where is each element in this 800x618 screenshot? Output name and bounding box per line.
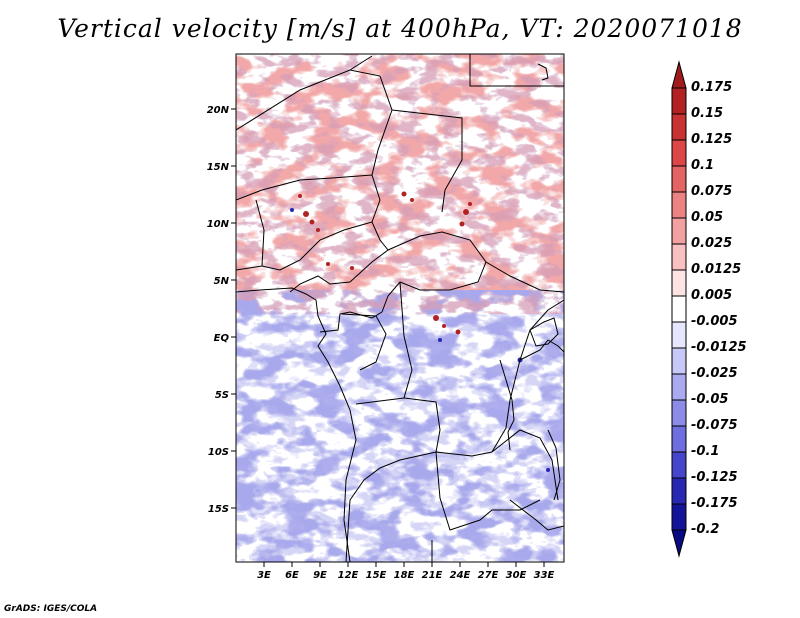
colorbar-label: 0.05 <box>691 210 724 225</box>
colorbar-label: 0.005 <box>691 288 733 303</box>
colorbar-label: -0.075 <box>691 418 738 433</box>
colorbar-label: 0.0125 <box>691 262 742 277</box>
longitude-axis: 3E 6E 9E 12E 15E 18E 21E 24E 27E 30E 33E <box>257 562 555 581</box>
colorbar-bin <box>671 321 687 349</box>
colorbar-label: 0.1 <box>691 158 715 173</box>
lon-label: 12E <box>338 570 359 581</box>
colorbar-bin <box>671 295 687 323</box>
colorbar-bin <box>671 347 687 375</box>
lon-label: 27E <box>478 570 499 581</box>
colorbar-label: 0.175 <box>691 80 733 95</box>
lat-label: 10N <box>207 219 230 230</box>
colorbar-label: -0.05 <box>691 392 729 407</box>
colorbar-bin <box>671 477 687 505</box>
colorbar-label: -0.175 <box>691 496 738 511</box>
colorbar-bin <box>671 87 687 115</box>
colorbar-label: -0.0125 <box>691 340 747 355</box>
lon-label: 15E <box>366 570 387 581</box>
colorbar-top-triangle <box>671 60 687 89</box>
lon-label: 6E <box>285 570 299 581</box>
lon-label: 21E <box>422 570 443 581</box>
colorbar-bin <box>671 399 687 427</box>
colorbar-bin <box>671 425 687 453</box>
colorbar-label: 0.075 <box>691 184 733 199</box>
lat-label: 15N <box>207 162 230 173</box>
lat-label: EQ <box>214 333 230 344</box>
colorbar-label: -0.2 <box>691 522 720 537</box>
credit-text: GrADS: IGES/COLA <box>4 604 98 614</box>
lakes <box>499 63 561 501</box>
colorbar-bin <box>671 139 687 167</box>
latitude-axis: 20N 15N 10N 5N EQ 5S 10S 15S <box>207 105 236 515</box>
map-frame <box>235 53 565 563</box>
colorbar-label: 0.125 <box>691 132 733 147</box>
colorbar-bin <box>671 451 687 479</box>
lon-label: 30E <box>506 570 527 581</box>
lat-label: 10S <box>208 447 229 458</box>
colorbar-label: 0.15 <box>691 106 724 121</box>
chart-title: Vertical velocity [m/s] at 400hPa, VT: 2… <box>57 14 743 43</box>
colorbar-label: -0.025 <box>691 366 738 381</box>
colorbar <box>671 60 687 558</box>
colorbar-bin <box>671 191 687 219</box>
colorbar-bin <box>671 113 687 141</box>
lat-label: 5N <box>214 276 230 287</box>
colorbar-bin <box>671 165 687 193</box>
colorbar-bin <box>671 243 687 271</box>
lat-label: 5S <box>215 390 229 401</box>
colorbar-label: -0.1 <box>691 444 720 459</box>
colorbar-bin <box>671 269 687 297</box>
lon-label: 9E <box>313 570 327 581</box>
colorbar-bin <box>671 503 687 531</box>
colorbar-label: -0.125 <box>691 470 738 485</box>
lon-label: 3E <box>257 570 271 581</box>
colorbar-bin <box>671 373 687 401</box>
lon-label: 33E <box>534 570 555 581</box>
colorbar-label: 0.025 <box>691 236 733 251</box>
country-borders <box>236 54 564 562</box>
lon-label: 24E <box>450 570 471 581</box>
velocity-field <box>236 54 564 562</box>
lon-label: 18E <box>394 570 415 581</box>
colorbar-label: -0.005 <box>691 314 738 329</box>
colorbar-bottom-triangle <box>671 529 687 558</box>
colorbar-bin <box>671 217 687 245</box>
coastline <box>236 287 357 562</box>
lat-label: 15S <box>208 504 229 515</box>
lat-label: 20N <box>207 105 230 116</box>
